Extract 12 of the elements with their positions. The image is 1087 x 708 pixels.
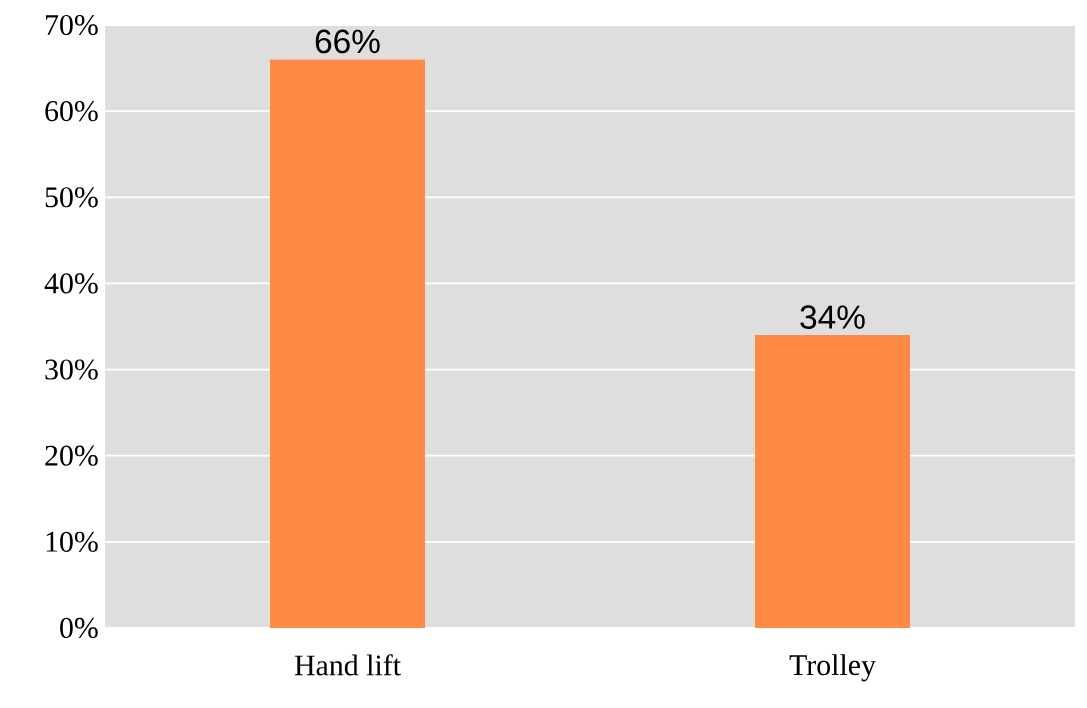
y-tick-label: 60% xyxy=(45,101,98,122)
y-tick-label: 20% xyxy=(45,445,98,466)
y-tick-label: 50% xyxy=(45,187,98,208)
data-label: 66% xyxy=(315,29,380,54)
y-tick-label: 0% xyxy=(60,617,98,639)
y-tick-label: 30% xyxy=(45,359,98,380)
y-tick-label: 40% xyxy=(44,273,98,294)
y-tick-label: 70% xyxy=(46,14,98,36)
data-label: 34% xyxy=(800,305,865,329)
y-tick-label: 10% xyxy=(46,531,98,552)
x-tick-label: Hand lift xyxy=(294,654,401,676)
x-tick-label: Trolley xyxy=(789,654,876,682)
